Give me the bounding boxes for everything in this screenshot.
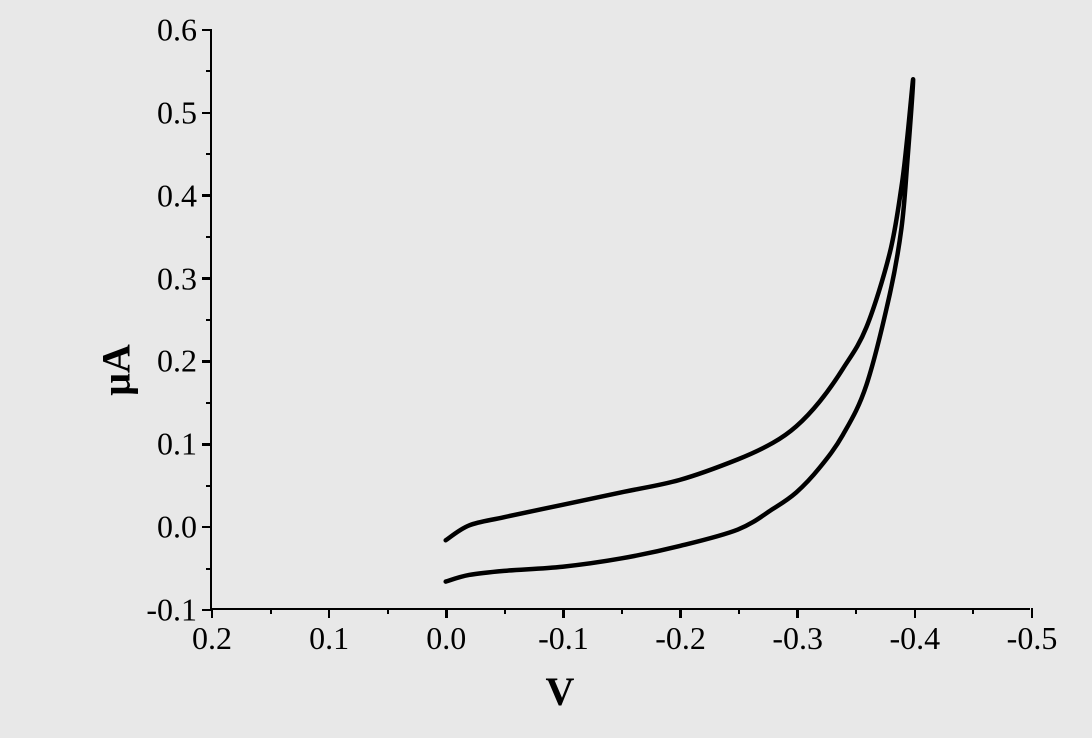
y-tick-label: 0.5 — [157, 94, 197, 131]
y-tick-label: 0.4 — [157, 177, 197, 214]
y-tick-label: -0.1 — [146, 592, 197, 629]
y-tick-label: 0.0 — [157, 509, 197, 546]
x-tick — [445, 608, 448, 618]
cv-loop-path — [446, 79, 913, 581]
x-minor-tick — [972, 608, 974, 614]
x-tick-label: 0.0 — [426, 620, 466, 657]
x-tick-label: 0.1 — [309, 620, 349, 657]
x-axis-title: V — [546, 668, 575, 715]
x-minor-tick — [270, 608, 272, 614]
x-tick-label: -0.2 — [655, 620, 706, 657]
x-minor-tick — [504, 608, 506, 614]
x-tick — [1031, 608, 1034, 618]
x-tick — [562, 608, 565, 618]
x-tick — [679, 608, 682, 618]
x-tick-label: 0.2 — [192, 620, 232, 657]
y-minor-tick — [206, 568, 212, 570]
y-tick — [202, 443, 212, 446]
y-tick — [202, 112, 212, 115]
y-tick — [202, 194, 212, 197]
y-tick — [202, 29, 212, 32]
y-minor-tick — [206, 402, 212, 404]
y-minor-tick — [206, 485, 212, 487]
chart-container: -0.10.00.10.20.30.40.50.6 0.20.10.0-0.1-… — [60, 20, 1060, 720]
x-tick-label: -0.1 — [538, 620, 589, 657]
x-minor-tick — [387, 608, 389, 614]
plot-area: -0.10.00.10.20.30.40.50.6 0.20.10.0-0.1-… — [210, 30, 1030, 610]
x-minor-tick — [621, 608, 623, 614]
y-tick-label: 0.6 — [157, 12, 197, 49]
x-minor-tick — [738, 608, 740, 614]
x-tick-label: -0.5 — [1007, 620, 1058, 657]
x-minor-tick — [855, 608, 857, 614]
y-tick-label: 0.3 — [157, 260, 197, 297]
y-tick-label: 0.2 — [157, 343, 197, 380]
y-tick — [202, 277, 212, 280]
cv-curve — [212, 30, 1030, 608]
y-minor-tick — [206, 70, 212, 72]
x-tick — [914, 608, 917, 618]
x-tick-label: -0.3 — [772, 620, 823, 657]
x-tick — [328, 608, 331, 618]
y-minor-tick — [206, 319, 212, 321]
x-tick — [796, 608, 799, 618]
y-minor-tick — [206, 153, 212, 155]
y-tick — [202, 526, 212, 529]
y-minor-tick — [206, 236, 212, 238]
x-tick — [211, 608, 214, 618]
y-tick — [202, 360, 212, 363]
x-tick-label: -0.4 — [890, 620, 941, 657]
y-axis-title: μA — [92, 344, 139, 396]
y-tick-label: 0.1 — [157, 426, 197, 463]
